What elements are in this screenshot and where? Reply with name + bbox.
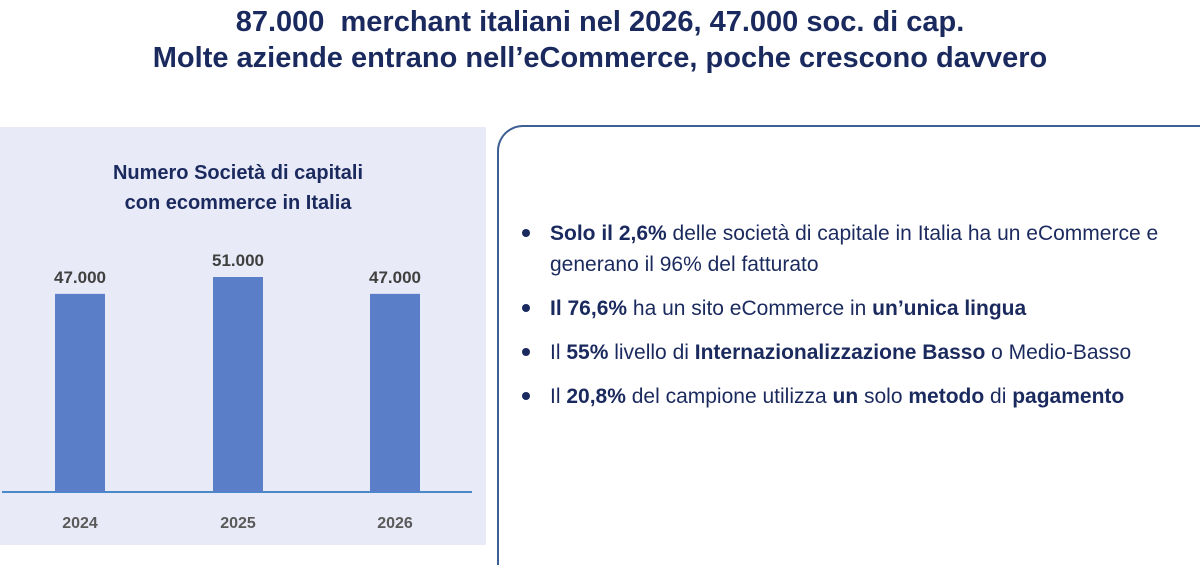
bar-2025 (213, 277, 263, 492)
chart-title: Numero Società di capitali con ecommerce… (0, 158, 476, 218)
info-panel (497, 125, 1200, 565)
bullet-highlight: Internazionalizzazione Basso (694, 341, 986, 364)
x-tick-2025: 2025 (220, 515, 256, 532)
bullet-highlight: pagamento (1012, 385, 1125, 408)
bullet-highlight: Solo il 2,6% (550, 222, 667, 245)
x-tick-2026: 2026 (377, 515, 413, 532)
chart-title-line-1: Numero Società di capitali (112, 162, 364, 184)
bullet-item-2: Il 76,6% ha un sito eCommerce in un’unic… (520, 293, 1170, 324)
chart-panel: Numero Società di capitali con ecommerce… (0, 127, 486, 545)
title-line-1: 87.000 merchant italiani nel 2026, 47.00… (235, 6, 965, 38)
title-line-2: Molte aziende entrano nell’eCommerce, po… (152, 42, 1048, 74)
bullet-dot-icon (522, 229, 530, 237)
bullet-dot-icon (522, 348, 530, 356)
bar-2026 (370, 293, 420, 492)
bar-2024 (55, 293, 105, 492)
bullet-text: Il (550, 385, 567, 408)
data-label-2025: 51.000 (212, 251, 264, 270)
bullet-item-3: Il 55% livello di Internazionalizzazione… (520, 337, 1170, 368)
bullet-text: delle società di capitale in Italia ha u… (550, 222, 1159, 276)
bullet-text: o Medio-Basso (985, 341, 1132, 364)
bullet-text: Il (550, 341, 567, 364)
data-label-2024: 47.000 (54, 268, 106, 287)
data-label-2026: 47.000 (369, 268, 421, 287)
chart-title-line-2: con ecommerce in Italia (124, 192, 352, 214)
bullet-text: solo (858, 385, 909, 408)
bullet-highlight: un’unica lingua (872, 297, 1027, 320)
bullet-dot-icon (522, 392, 530, 400)
bullet-highlight: Il 76,6% (550, 297, 628, 320)
bullet-highlight: 55% (566, 341, 609, 364)
bullet-item-1: Solo il 2,6% delle società di capitale i… (520, 218, 1170, 280)
bullet-text: ha un sito eCommerce in (627, 297, 873, 320)
bullet-item-4: Il 20,8% del campione utilizza un solo m… (520, 381, 1170, 412)
bullet-text: livello di (608, 341, 695, 364)
bullet-dot-icon (522, 304, 530, 312)
bullet-text: del campione utilizza (625, 385, 833, 408)
bullet-highlight: un (832, 385, 859, 408)
bullet-highlight: 20,8% (566, 385, 626, 408)
bullet-highlight: metodo (908, 385, 985, 408)
bar-chart: 47.000 2024 51.000 2025 47.000 2026 (2, 251, 472, 532)
bullet-list: Solo il 2,6% delle società di capitale i… (520, 218, 1170, 425)
x-tick-2024: 2024 (62, 515, 98, 532)
bullet-text: di (984, 385, 1013, 408)
page-title: 87.000 merchant italiani nel 2026, 47.00… (0, 4, 1200, 76)
